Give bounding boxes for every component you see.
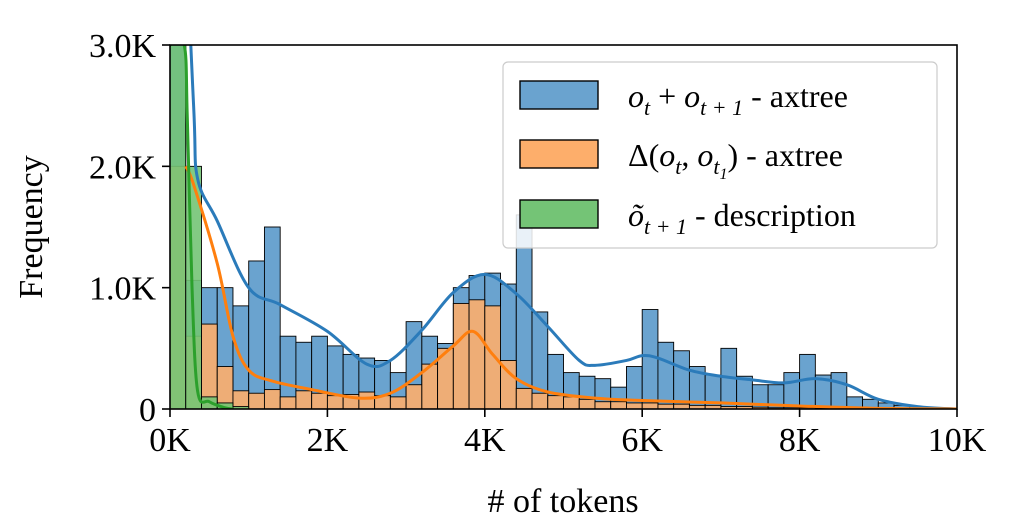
x-axis: 0K 2K 4K 6K 8K 10K <box>149 409 987 459</box>
x-tick-label: 8K <box>779 422 821 459</box>
bar-blue-42 <box>830 372 848 409</box>
bar-blue-40 <box>799 353 816 409</box>
kde-line-green <box>170 45 234 409</box>
bar-orange-23 <box>531 392 549 409</box>
bar-orange-21 <box>500 360 517 409</box>
bar-orange-14 <box>389 396 407 409</box>
bar-orange-29 <box>626 402 643 409</box>
bar-orange-22 <box>515 387 533 409</box>
plot-frame <box>169 44 958 410</box>
bar-orange-25 <box>563 396 580 409</box>
kde-line-blue <box>189 45 957 409</box>
legend-label-green: õt + 1 - description <box>628 197 856 239</box>
x-tick-label: 2K <box>307 422 349 459</box>
y-tick-label: 1.0K <box>89 271 157 308</box>
y-axis: 0 1.0K 2.0K 3.0K <box>89 28 170 429</box>
x-tick-label: 6K <box>621 422 663 459</box>
y-axis-title: Frequency <box>13 155 50 299</box>
bar-blue-5 <box>248 260 265 409</box>
bar-orange-28 <box>610 401 627 409</box>
bar-orange-30 <box>641 402 659 409</box>
bar-orange-24 <box>547 395 564 409</box>
bar-orange-5 <box>248 392 265 409</box>
bar-orange-8 <box>295 390 313 409</box>
bar-orange-7 <box>279 396 297 409</box>
kde-layer <box>170 45 957 409</box>
x-tick-label: 10K <box>928 422 987 459</box>
kde-line-orange <box>184 165 957 409</box>
bar-orange-26 <box>578 398 596 409</box>
bar-blue-39 <box>783 372 801 409</box>
y-tick-label: 2.0K <box>89 149 157 186</box>
legend-swatch-orange <box>519 139 599 169</box>
y-tick-label: 0 <box>139 392 156 429</box>
bar-orange-12 <box>358 391 376 409</box>
bar-orange-6 <box>263 389 281 409</box>
bar-blue-6 <box>263 226 281 409</box>
legend-label-orange: Δ(ot, ot1) - axtree <box>628 137 843 183</box>
x-axis-title: # of tokens <box>487 483 638 520</box>
bar-orange-19 <box>468 299 486 409</box>
bar-orange-9 <box>311 392 328 409</box>
x-tick-label: 4K <box>464 422 506 459</box>
bar-blue-31 <box>657 341 675 409</box>
legend-label-blue: ot + ot + 1 - axtree <box>628 78 848 120</box>
legend: ot + ot + 1 - axtree Δ(ot, ot1) - axtree… <box>502 61 938 249</box>
bar-orange-15 <box>405 384 423 409</box>
legend-frame <box>502 61 938 249</box>
x-tick-label: 0K <box>149 422 191 459</box>
bar-green-0 <box>170 45 187 409</box>
bar-blue-30 <box>641 309 659 409</box>
bar-orange-27 <box>594 401 612 409</box>
legend-swatch-green <box>519 199 599 229</box>
bar-orange-18 <box>452 302 470 409</box>
legend-swatch-blue <box>519 80 599 110</box>
bar-orange-2 <box>201 323 218 409</box>
bar-orange-20 <box>484 305 501 409</box>
y-tick-label: 3.0K <box>89 28 157 65</box>
bar-orange-10 <box>326 395 344 409</box>
